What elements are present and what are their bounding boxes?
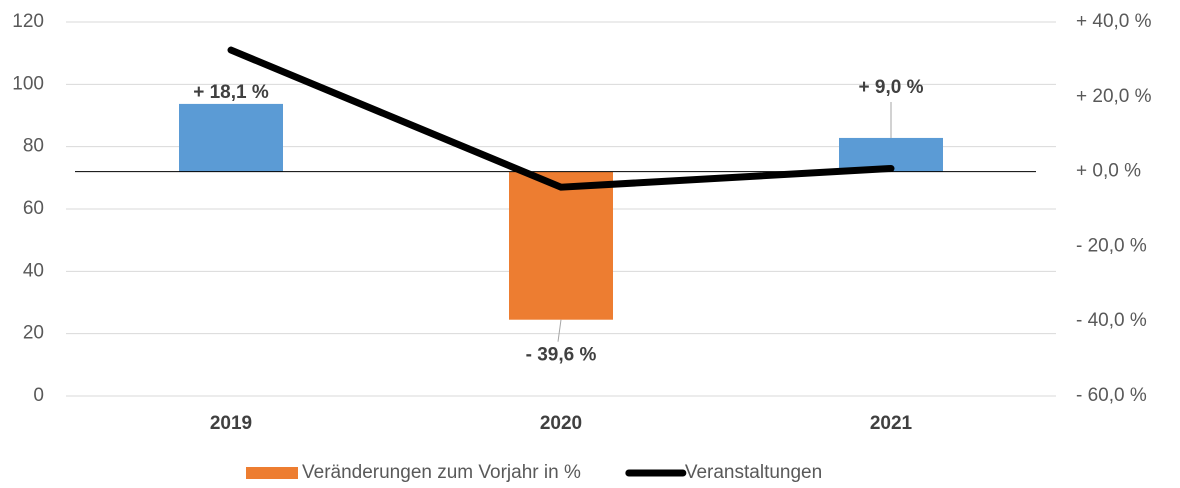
y-tick-label: 40: [23, 260, 44, 281]
leader-line: [557, 319, 562, 342]
legend-label: Veränderungen zum Vorjahr in %: [302, 462, 581, 483]
y-tick-label: 120: [12, 11, 44, 32]
y-tick-label: 60: [23, 198, 44, 219]
x-tick-label: 2019: [210, 413, 252, 434]
y2-tick-label: - 20,0 %: [1076, 235, 1147, 256]
bar: [179, 103, 283, 172]
y2-tick-label: + 20,0 %: [1076, 86, 1152, 107]
value-label: - 39,6 %: [526, 345, 597, 366]
bar: [509, 171, 613, 320]
y2-tick-label: + 40,0 %: [1076, 11, 1152, 32]
legend-swatch: [246, 467, 298, 479]
y2-tick-label: - 40,0 %: [1076, 310, 1147, 331]
x-tick-label: 2021: [870, 413, 913, 434]
y2-tick-label: - 60,0 %: [1076, 385, 1147, 406]
legend-label: Veranstaltungen: [685, 462, 822, 483]
y-tick-label: 100: [12, 73, 44, 94]
y-tick-label: 0: [33, 385, 44, 406]
y2-tick-label: + 0,0 %: [1076, 161, 1141, 182]
value-label: + 9,0 %: [859, 77, 924, 98]
value-label: + 18,1 %: [193, 82, 269, 103]
y-tick-label: 80: [23, 136, 44, 157]
y-tick-label: 20: [23, 323, 44, 344]
x-tick-label: 2020: [540, 413, 582, 434]
line-series: [227, 46, 895, 191]
